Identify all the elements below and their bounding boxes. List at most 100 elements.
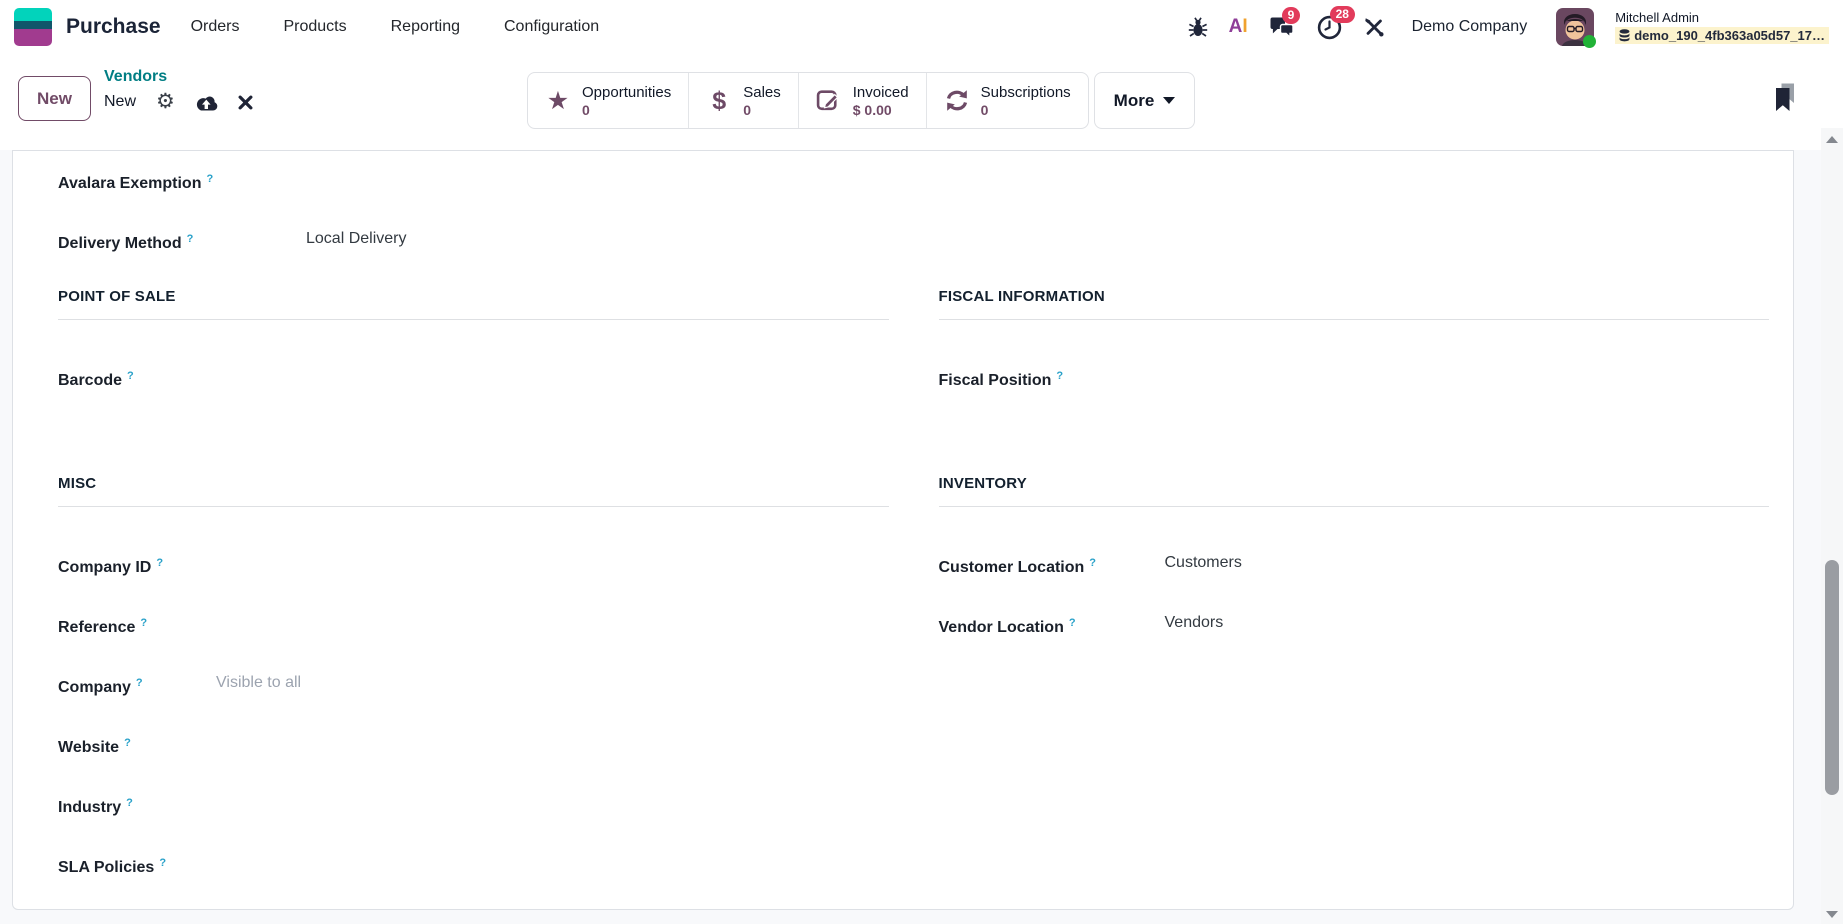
sales-purchase-group: Avalara Exemption? Delivery Method? Loca… — [58, 167, 889, 256]
top-navbar: Purchase Orders Products Reporting Confi… — [0, 0, 1843, 54]
field-row-fiscal-position: Fiscal Position? — [939, 364, 1770, 393]
stat-button-invoiced[interactable]: Invoiced $ 0.00 — [797, 73, 926, 128]
help-icon[interactable]: ? — [156, 557, 164, 569]
stat-label: Invoiced — [852, 83, 909, 101]
field-row-delivery-method: Delivery Method? Local Delivery — [58, 227, 889, 256]
section-title: FISCAL INFORMATION — [938, 287, 1769, 320]
stat-label: Subscriptions — [980, 83, 1071, 101]
pencil-square-icon — [816, 88, 842, 113]
messages-icon[interactable]: 9 — [1269, 6, 1301, 39]
delivery-method-field[interactable]: Local Delivery — [306, 230, 407, 247]
help-icon[interactable]: ? — [124, 737, 131, 749]
field-label: Customer Location? — [938, 557, 1097, 576]
stat-button-sales[interactable]: $ Sales 0 — [688, 73, 798, 128]
online-status-dot — [1583, 35, 1597, 48]
stat-value: $ 0.00 — [852, 101, 892, 118]
field-row-sla-policies: SLA Policies? — [58, 851, 889, 880]
section-misc: MISC Company ID? Reference? Company? Vis… — [58, 474, 889, 911]
main-menu: Orders Products Reporting Configuration — [191, 18, 600, 36]
app-name[interactable]: Purchase — [66, 15, 161, 38]
field-label: Barcode? — [58, 370, 134, 389]
messages-count-badge: 9 — [1281, 6, 1301, 24]
database-name: demo_190_4fb363a05d57_17… — [1634, 28, 1825, 43]
help-icon[interactable]: ? — [140, 617, 148, 629]
stat-buttons: ★ Opportunities 0 $ Sales 0 — [527, 72, 1196, 129]
dollar-icon: $ — [712, 86, 727, 115]
stat-value: 0 — [582, 101, 590, 118]
tools-icon[interactable] — [1363, 16, 1385, 38]
breadcrumb: Vendors New ⚙ — [104, 66, 253, 113]
help-icon[interactable]: ? — [1089, 557, 1097, 569]
field-label: Fiscal Position? — [938, 370, 1064, 389]
stat-label: Opportunities — [582, 83, 672, 101]
more-stats-button[interactable]: More — [1093, 72, 1196, 129]
field-label: Vendor Location? — [938, 617, 1076, 636]
section-fiscal-information: FISCAL INFORMATION Fiscal Position? — [938, 287, 1770, 424]
stat-button-subscriptions[interactable]: Subscriptions 0 — [925, 73, 1088, 128]
scroll-down-icon[interactable] — [1826, 911, 1838, 918]
field-row-reference: Reference? — [58, 611, 889, 640]
refresh-icon — [944, 89, 970, 112]
scrollbar-thumb[interactable] — [1825, 560, 1839, 795]
breadcrumb-current: New — [104, 93, 137, 110]
control-panel: New Vendors New ⚙ ★ — [0, 54, 1843, 150]
field-label: Company? — [58, 677, 143, 696]
bug-icon[interactable] — [1188, 16, 1208, 38]
help-icon[interactable]: ? — [159, 857, 167, 869]
nav-item-reporting[interactable]: Reporting — [390, 18, 460, 35]
stat-label: Sales — [743, 83, 781, 101]
company-field[interactable]: Visible to all — [216, 674, 302, 691]
chevron-down-icon — [1163, 97, 1176, 104]
activities-count-badge: 28 — [1329, 5, 1355, 23]
scroll-up-icon[interactable] — [1826, 136, 1838, 143]
field-row-website: Website? — [58, 731, 889, 760]
bookmark-icon[interactable] — [1772, 82, 1799, 118]
field-label: Avalara Exemption? — [58, 173, 214, 192]
company-switcher[interactable]: Demo Company — [1411, 18, 1528, 35]
form-sheet: Avalara Exemption? Delivery Method? Loca… — [12, 150, 1794, 910]
help-icon[interactable]: ? — [186, 233, 194, 245]
help-icon[interactable]: ? — [1068, 617, 1076, 629]
field-label: Reference? — [58, 617, 148, 636]
star-icon: ★ — [546, 86, 570, 115]
new-record-button[interactable]: New — [18, 76, 91, 121]
field-label: Company ID? — [58, 557, 164, 576]
field-row-barcode: Barcode? — [58, 364, 889, 393]
nav-item-orders[interactable]: Orders — [190, 18, 240, 35]
field-row-vendor-location: Vendor Location? Vendors — [939, 611, 1770, 640]
discard-x-icon[interactable] — [238, 95, 253, 110]
nav-item-products[interactable]: Products — [283, 18, 347, 35]
customer-location-field[interactable]: Customers — [1164, 554, 1242, 571]
field-label: Website? — [58, 737, 131, 756]
section-inventory: INVENTORY Customer Location? Customers V… — [938, 474, 1770, 911]
field-row-company: Company? Visible to all — [58, 671, 889, 700]
field-row-industry: Industry? — [58, 791, 889, 820]
section-title: MISC — [58, 474, 889, 507]
field-label: Industry? — [58, 797, 133, 816]
vertical-scrollbar[interactable] — [1821, 128, 1843, 924]
field-row-avalara-exemption: Avalara Exemption? — [58, 167, 889, 196]
cloud-save-icon[interactable] — [195, 94, 218, 111]
nav-item-configuration[interactable]: Configuration — [503, 18, 600, 35]
field-label: Delivery Method? — [58, 233, 194, 252]
database-badge: demo_190_4fb363a05d57_17… — [1615, 27, 1829, 44]
help-icon[interactable]: ? — [135, 677, 143, 689]
help-icon[interactable]: ? — [1056, 370, 1064, 382]
user-menu[interactable]: Mitchell Admin demo_190_4fb363a05d57_17… — [1615, 10, 1829, 44]
user-avatar[interactable] — [1556, 8, 1597, 48]
purchase-app-icon[interactable] — [14, 8, 52, 46]
help-icon[interactable]: ? — [126, 797, 133, 809]
vendor-location-field[interactable]: Vendors — [1164, 614, 1224, 631]
gear-icon[interactable]: ⚙ — [156, 90, 175, 113]
help-icon[interactable]: ? — [127, 370, 134, 382]
field-label: SLA Policies? — [58, 857, 167, 876]
help-icon[interactable]: ? — [206, 173, 214, 185]
section-title: POINT OF SALE — [58, 287, 889, 320]
breadcrumb-vendors-link[interactable]: Vendors — [104, 68, 168, 85]
stat-button-opportunities[interactable]: ★ Opportunities 0 — [528, 73, 688, 128]
activities-clock-icon[interactable]: 28 — [1317, 5, 1355, 40]
form-view: Avalara Exemption? Delivery Method? Loca… — [0, 150, 1843, 924]
stat-value: 0 — [743, 101, 752, 118]
